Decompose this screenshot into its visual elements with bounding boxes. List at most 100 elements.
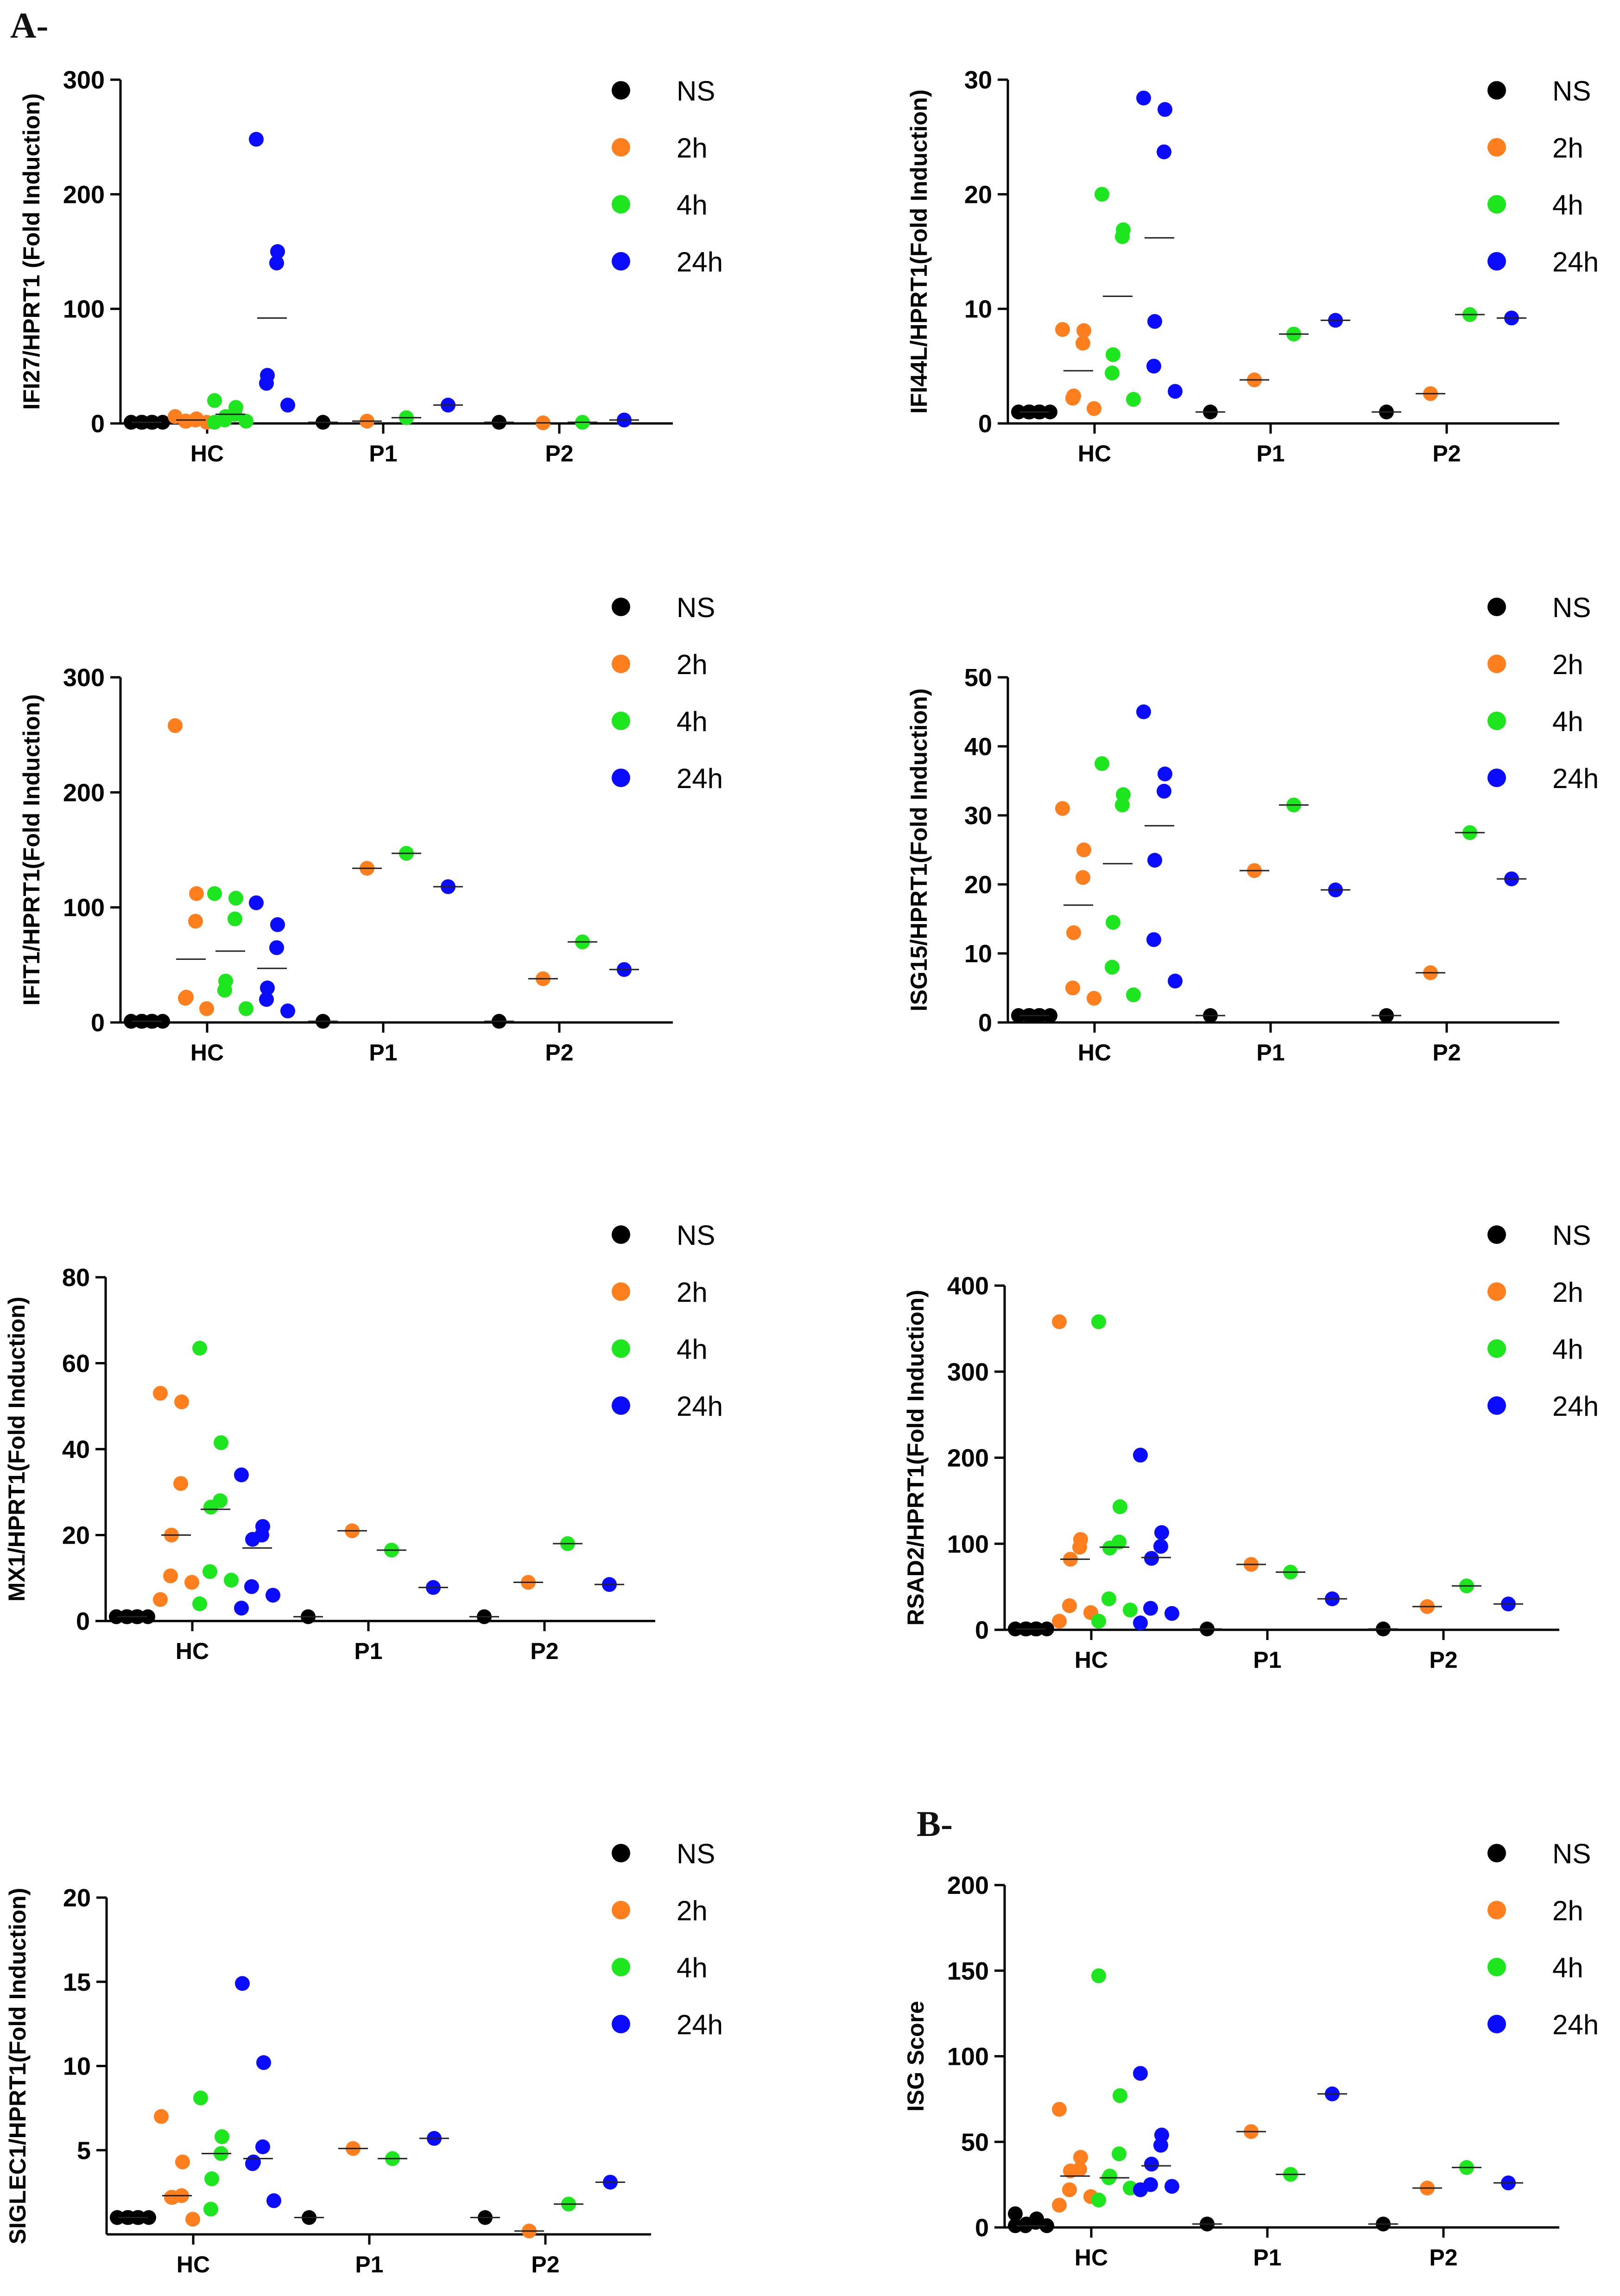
point-hc-4h xyxy=(1113,1499,1127,1514)
point-hc-2h xyxy=(1087,401,1101,416)
y-tick-label: 80 xyxy=(62,1264,90,1292)
point-hc-4h xyxy=(215,2129,229,2145)
y-tick-label: 400 xyxy=(947,1272,989,1300)
legend-label-4h: 4h xyxy=(1552,1952,1583,1983)
y-tick-label: 300 xyxy=(63,66,105,94)
legend-label-4h: 4h xyxy=(677,706,708,737)
y-tick-label: 200 xyxy=(947,1444,989,1472)
legend-marker-24h xyxy=(1487,769,1506,787)
point-hc-24h xyxy=(269,255,284,271)
legend-label-2h: 2h xyxy=(1552,649,1583,680)
point-hc-24h xyxy=(260,980,275,996)
chart-1: 0 100 200 300 IFI27/HPRT1 (Fold Induction) HC… xyxy=(19,66,723,467)
point-hc-24h xyxy=(1136,704,1151,719)
point-hc-2h xyxy=(153,1386,168,1401)
point-hc-ns xyxy=(1008,1621,1023,1637)
point-hc-4h xyxy=(207,393,222,408)
legend-marker-2h xyxy=(612,1282,630,1301)
legend-label-ns: NS xyxy=(677,592,715,623)
y-axis-title: IFIT1/HPRT1(Fold Induction) xyxy=(19,694,44,1005)
point-hc-4h xyxy=(224,1572,239,1588)
point-hc-4h xyxy=(1091,2192,1106,2208)
point-hc-4h xyxy=(192,1341,207,1356)
y-tick-label: 0 xyxy=(975,1616,989,1644)
x-tick-label-p1: P1 xyxy=(369,441,397,467)
y-tick-label: 30 xyxy=(964,66,992,94)
point-hc-24h xyxy=(1154,1525,1169,1540)
legend-marker-ns xyxy=(1487,81,1506,100)
point-hc-24h xyxy=(1158,766,1172,782)
chart-3: 0 100 200 300 IFIT1/HPRT1(Fold Induction) HC P… xyxy=(19,592,723,1066)
chart-6: 0 100 200 300 400 RSAD2/HPRT1(Fold Induction)… xyxy=(903,1220,1599,1673)
point-hc-2h xyxy=(173,1476,188,1491)
x-tick-label-p1: P1 xyxy=(369,1040,397,1066)
y-tick-label: 20 xyxy=(62,1522,90,1550)
legend-label-ns: NS xyxy=(1552,76,1591,107)
point-hc-24h xyxy=(1158,102,1172,117)
point-hc-4h xyxy=(1126,392,1141,407)
x-tick-label-p2: P2 xyxy=(531,2252,559,2277)
point-hc-2h xyxy=(1063,2164,1078,2179)
point-hc-24h xyxy=(249,132,264,147)
point-hc-4h xyxy=(1095,756,1109,771)
y-tick-label: 150 xyxy=(947,1957,989,1985)
y-tick-label: 15 xyxy=(63,1968,91,1996)
legend-marker-2h xyxy=(1487,1282,1506,1301)
point-hc-4h xyxy=(1112,2146,1126,2162)
point-hc-4h xyxy=(1091,1968,1106,1983)
legend-label-2h: 2h xyxy=(677,1895,708,1926)
point-hc-2h xyxy=(185,2212,200,2227)
legend-label-4h: 4h xyxy=(677,1334,708,1365)
legend-marker-ns xyxy=(612,1225,630,1244)
point-hc-2h xyxy=(1055,322,1070,337)
point-hc-24h xyxy=(1164,2179,1179,2194)
legend-label-ns: NS xyxy=(677,76,715,107)
point-hc-4h xyxy=(193,2090,208,2106)
legend-marker-4h xyxy=(612,195,630,214)
legend-label-ns: NS xyxy=(677,1220,715,1251)
x-tick-label-p2: P2 xyxy=(1429,1647,1457,1673)
y-tick-label: 60 xyxy=(62,1350,90,1378)
legend-label-24h: 24h xyxy=(1552,246,1599,278)
legend-marker-24h xyxy=(612,1396,630,1415)
x-tick-label-p1: P1 xyxy=(1256,441,1285,467)
point-hc-4h xyxy=(228,911,242,927)
point-hc-24h xyxy=(270,244,285,259)
point-hc-24h xyxy=(1147,852,1162,868)
point-hc-2h xyxy=(1052,1314,1067,1330)
y-axis-title: SIGLEC1/HPRT1(Fold Induction) xyxy=(5,1888,31,2244)
y-axis-title: MX1/HPRT1(Fold Induction) xyxy=(4,1297,30,1602)
point-hc-2h xyxy=(1055,801,1070,816)
legend-label-2h: 2h xyxy=(1552,1277,1583,1308)
point-hc-4h xyxy=(1115,797,1130,813)
legend-marker-4h xyxy=(612,1339,630,1358)
point-hc-2h xyxy=(163,1568,178,1583)
legend-marker-24h xyxy=(612,252,630,271)
point-hc-24h xyxy=(1133,1615,1148,1631)
point-hc-ns xyxy=(1011,404,1026,420)
point-hc-4h xyxy=(1102,1540,1117,1556)
point-hc-ns xyxy=(155,1014,170,1029)
point-hc-4h xyxy=(1105,959,1120,975)
point-hc-4h xyxy=(1106,347,1120,362)
x-tick-label-p1: P1 xyxy=(1253,1647,1281,1673)
point-hc-4h xyxy=(1091,1614,1106,1629)
point-hc-ns xyxy=(1043,1008,1057,1023)
point-hc-ns xyxy=(110,2210,125,2225)
legend-marker-24h xyxy=(1487,1396,1506,1415)
legend-label-4h: 4h xyxy=(677,189,708,221)
legend-label-2h: 2h xyxy=(677,649,708,680)
legend-marker-2h xyxy=(612,138,630,157)
legend-marker-24h xyxy=(612,769,630,787)
x-tick-label-p2: P2 xyxy=(545,1040,573,1066)
y-tick-label: 20 xyxy=(63,1884,91,1912)
legend-marker-2h xyxy=(612,1901,630,1919)
y-axis-title: ISG15/HPRT1(Fold Induction) xyxy=(906,688,932,1011)
point-hc-24h xyxy=(1144,2157,1159,2172)
point-hc-2h xyxy=(164,2190,179,2205)
chart-4: 0 10 20 30 40 50 ISG15/HPRT1(Fold Induction) HC… xyxy=(906,592,1599,1066)
point-hc-4h xyxy=(1106,915,1120,930)
legend-marker-2h xyxy=(1487,655,1506,673)
x-tick-label-hc: HC xyxy=(176,1638,209,1664)
x-tick-label-hc: HC xyxy=(1075,1647,1108,1673)
